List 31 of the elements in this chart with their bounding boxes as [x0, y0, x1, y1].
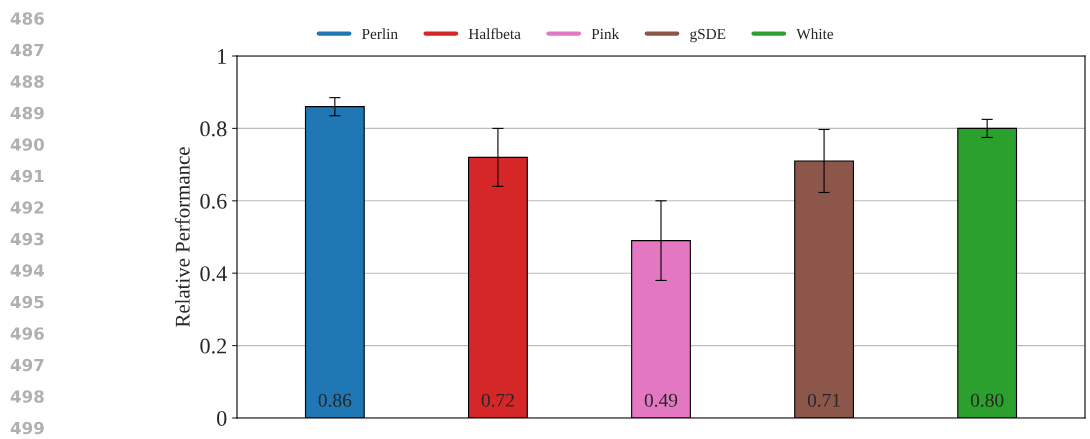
- legend-label: Halfbeta: [468, 28, 521, 40]
- legend-label: Pink: [591, 28, 620, 39]
- legend-label: gSDE: [690, 28, 726, 43]
- text: 489: [10, 106, 44, 120]
- text: 498: [10, 390, 44, 403]
- data-label: 0.72: [481, 393, 514, 407]
- text: 491: [10, 169, 44, 183]
- y-tick-label: 0.8: [200, 121, 227, 137]
- text: 497: [10, 358, 44, 372]
- legend-label: White: [796, 28, 834, 40]
- data-label: 0.49: [644, 393, 678, 407]
- text: 494: [10, 264, 45, 277]
- text: 492: [10, 201, 44, 214]
- data-label: 0.80: [970, 393, 1004, 407]
- data-label: 0.86: [318, 393, 352, 407]
- y-tick-label: 1: [218, 49, 226, 64]
- text: 495: [10, 295, 44, 309]
- y-axis-title: Relative Performance: [174, 147, 190, 327]
- text: 486: [10, 12, 44, 25]
- text: 499: [10, 421, 44, 435]
- text: 487: [10, 43, 44, 57]
- y-tick-label: 0.4: [200, 266, 227, 282]
- data-label: 0.71: [807, 393, 840, 407]
- legend-label: Perlin: [362, 28, 398, 40]
- text: 488: [10, 75, 44, 88]
- text: 490: [10, 138, 44, 151]
- y-tick-label: 0.2: [200, 338, 227, 354]
- y-tick-label: 0: [217, 410, 227, 426]
- text: 496: [10, 327, 44, 340]
- text: 493: [10, 232, 44, 246]
- y-tick-label: 0.6: [200, 193, 227, 209]
